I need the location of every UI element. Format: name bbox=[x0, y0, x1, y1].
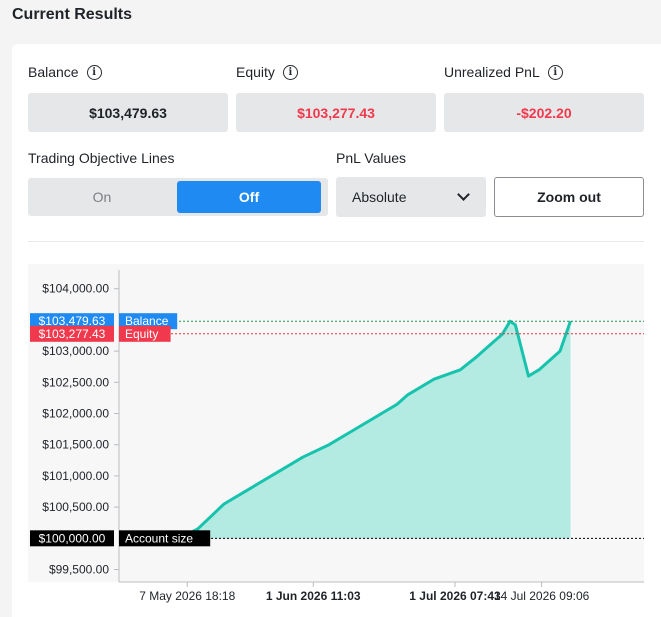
equity-label-text: Equity bbox=[236, 64, 275, 80]
chevron-down-icon bbox=[457, 188, 470, 201]
objective-lines-label: Trading Objective Lines bbox=[28, 150, 175, 166]
pnl-values-select[interactable]: Absolute bbox=[336, 177, 486, 217]
reference-value-tag bbox=[30, 313, 114, 330]
info-icon[interactable]: i bbox=[547, 64, 563, 80]
x-tick-label: 1 Jul 2026 07:43 bbox=[409, 589, 501, 603]
equity-value: $103,277.43 bbox=[236, 93, 436, 132]
objective-lines-toggle: On Off bbox=[28, 178, 328, 216]
info-icon[interactable]: i bbox=[86, 64, 102, 80]
equity-line bbox=[178, 319, 572, 540]
divider bbox=[28, 241, 644, 242]
y-tick-label: $100,500.00 bbox=[42, 500, 109, 514]
reference-name-label: Account size bbox=[125, 531, 193, 545]
balance-label: Balance i bbox=[28, 64, 102, 80]
reference-value-label: $103,479.63 bbox=[39, 314, 106, 328]
unrealized-pnl-label: Unrealized PnL i bbox=[444, 64, 563, 80]
x-tick-label: 1 Jun 2026 11:03 bbox=[266, 589, 361, 603]
y-tick-label: $102,000.00 bbox=[42, 407, 109, 421]
reference-name-label: Equity bbox=[125, 327, 158, 341]
x-tick-label: 7 May 2026 18:18 bbox=[139, 589, 235, 603]
reference-value-tag bbox=[30, 530, 114, 547]
y-tick-label: $101,500.00 bbox=[42, 438, 109, 452]
section-title: Current Results bbox=[12, 6, 133, 23]
toggle-on-button[interactable]: On bbox=[92, 189, 112, 205]
unrealized-pnl-label-text: Unrealized PnL bbox=[444, 64, 540, 80]
zoom-out-button[interactable]: Zoom out bbox=[494, 177, 644, 217]
reference-value-label: $103,277.43 bbox=[39, 327, 106, 341]
reference-name-tag bbox=[119, 325, 171, 342]
results-card: Balance i $103,479.63 Equity i $103,277.… bbox=[12, 44, 661, 617]
toggle-off-button[interactable]: Off bbox=[177, 181, 321, 213]
pnl-values-selected: Absolute bbox=[352, 189, 407, 205]
unrealized-pnl-value: -$202.20 bbox=[444, 93, 644, 132]
equity-label: Equity i bbox=[236, 64, 298, 80]
reference-name-label: Balance bbox=[125, 314, 169, 328]
info-icon[interactable]: i bbox=[282, 64, 298, 80]
y-tick-label: $101,000.00 bbox=[42, 469, 109, 483]
equity-area bbox=[179, 321, 571, 539]
balance-value: $103,479.63 bbox=[28, 93, 228, 132]
reference-name-tag bbox=[119, 530, 211, 547]
y-tick-label: $104,000.00 bbox=[42, 282, 109, 296]
x-tick-label: 14 Jul 2026 09:06 bbox=[494, 589, 590, 603]
reference-value-label: $100,000.00 bbox=[39, 531, 106, 545]
y-tick-label: $103,000.00 bbox=[42, 344, 109, 358]
balance-label-text: Balance bbox=[28, 64, 79, 80]
y-tick-label: $102,500.00 bbox=[42, 375, 109, 389]
equity-chart[interactable]: $104,000.00 $103,000.00 $102,500.00 $102,00… bbox=[28, 264, 644, 609]
y-tick-label: $99,500.00 bbox=[49, 563, 109, 577]
reference-name-tag bbox=[119, 313, 178, 330]
reference-value-tag bbox=[30, 325, 114, 342]
pnl-values-label: PnL Values bbox=[336, 150, 407, 166]
